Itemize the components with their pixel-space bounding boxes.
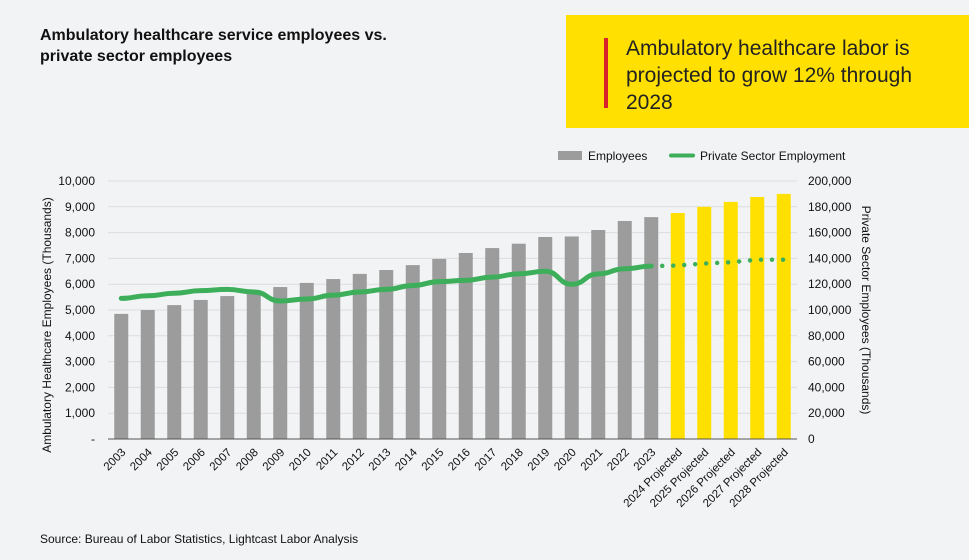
x-tick-label: 2022 bbox=[605, 447, 632, 474]
legend-swatch-employees bbox=[558, 151, 582, 160]
line-private-sector-projected bbox=[649, 257, 786, 269]
bar-2022 bbox=[617, 220, 632, 439]
right-tick-label: 140,000 bbox=[808, 251, 852, 265]
bar-2011 bbox=[326, 279, 341, 439]
right-tick-label: 160,000 bbox=[808, 226, 852, 240]
bar-2015 bbox=[432, 258, 447, 439]
right-tick-label: 60,000 bbox=[808, 355, 845, 369]
bar-2023 bbox=[644, 217, 659, 439]
bar-2025-projected bbox=[697, 206, 712, 439]
x-tick-label: 2011 bbox=[314, 447, 340, 473]
x-tick-label: 2021 bbox=[579, 447, 606, 474]
bar-2021 bbox=[591, 230, 606, 439]
bar-2013 bbox=[379, 270, 394, 439]
x-tick-label: 2012 bbox=[340, 447, 367, 474]
bar-2014 bbox=[405, 265, 420, 439]
bar-2008 bbox=[246, 291, 261, 439]
x-tick-label: 2018 bbox=[499, 447, 526, 474]
x-tick-label: 2005 bbox=[155, 447, 182, 474]
left-tick-label: 2,000 bbox=[65, 380, 95, 394]
left-tick-label: 8,000 bbox=[65, 226, 95, 240]
chart-title: Ambulatory healthcare service employees … bbox=[40, 27, 387, 65]
right-tick-label: 20,000 bbox=[808, 406, 845, 420]
bar-2018 bbox=[511, 243, 526, 439]
bar-2005 bbox=[167, 305, 182, 439]
left-tick-label: 10,000 bbox=[58, 174, 95, 188]
legend-label-private-sector: Private Sector Employment bbox=[700, 149, 846, 163]
left-tick-label: 4,000 bbox=[65, 329, 95, 343]
x-tick-label: 2007 bbox=[208, 447, 235, 474]
bar-2010 bbox=[299, 282, 314, 439]
bar-2026-projected bbox=[723, 201, 738, 439]
bar-2009 bbox=[273, 287, 288, 439]
right-axis-label: Private Sector Employees (Thousands) bbox=[859, 206, 873, 415]
callout-text: Ambulatory healthcare labor is projected… bbox=[626, 37, 913, 114]
x-tick-label: 2009 bbox=[261, 447, 288, 474]
x-tick-label: 2014 bbox=[393, 446, 420, 473]
x-tick-label: 2013 bbox=[367, 447, 394, 474]
right-tick-label: 80,000 bbox=[808, 329, 845, 343]
x-tick-label: 2003 bbox=[102, 447, 129, 474]
bar-2017 bbox=[485, 248, 500, 439]
callout-accent-bar bbox=[604, 38, 608, 108]
right-tick-label: 100,000 bbox=[808, 303, 852, 317]
x-tick-label: 2010 bbox=[287, 447, 314, 474]
callout-box: Ambulatory healthcare labor is projected… bbox=[566, 15, 969, 128]
left-tick-label: 9,000 bbox=[65, 200, 95, 214]
bar-2028-projected bbox=[776, 193, 791, 439]
left-tick-label: 1,000 bbox=[65, 406, 95, 420]
source-note: Source: Bureau of Labor Statistics, Ligh… bbox=[40, 532, 359, 546]
left-tick-label: 7,000 bbox=[65, 251, 95, 265]
legend-label-employees: Employees bbox=[588, 149, 647, 163]
left-tick-label: 6,000 bbox=[65, 277, 95, 291]
bar-2004 bbox=[140, 310, 155, 439]
right-tick-label: 180,000 bbox=[808, 200, 852, 214]
right-tick-label: 120,000 bbox=[808, 277, 852, 291]
x-tick-label: 2016 bbox=[446, 447, 473, 474]
right-tick-label: 200,000 bbox=[808, 174, 852, 188]
bar-2003 bbox=[114, 313, 129, 439]
x-tick-label: 2019 bbox=[526, 447, 553, 474]
right-tick-label: 40,000 bbox=[808, 380, 845, 394]
bar-2019 bbox=[538, 236, 553, 439]
bar-2007 bbox=[220, 296, 235, 439]
x-tick-label: 2006 bbox=[181, 447, 208, 474]
bar-2024-projected bbox=[670, 212, 685, 439]
left-tick-label: - bbox=[91, 432, 95, 446]
x-tick-label: 2015 bbox=[420, 447, 447, 474]
bar-2027-projected bbox=[750, 196, 765, 439]
left-tick-label: 3,000 bbox=[65, 355, 95, 369]
left-axis-label: Ambulatory Healthcare Employees (Thousan… bbox=[40, 197, 54, 452]
bar-2020 bbox=[564, 236, 579, 439]
x-tick-label: 2008 bbox=[234, 447, 261, 474]
right-tick-label: 0 bbox=[808, 432, 815, 446]
x-tick-label: 2004 bbox=[128, 446, 155, 473]
bar-2016 bbox=[458, 252, 473, 439]
line-private-sector-employment bbox=[118, 263, 654, 304]
bar-2006 bbox=[193, 299, 208, 439]
x-tick-label: 2017 bbox=[473, 447, 500, 474]
x-tick-label: 2020 bbox=[552, 447, 579, 474]
left-tick-label: 5,000 bbox=[65, 303, 95, 317]
bar-2012 bbox=[352, 273, 367, 439]
